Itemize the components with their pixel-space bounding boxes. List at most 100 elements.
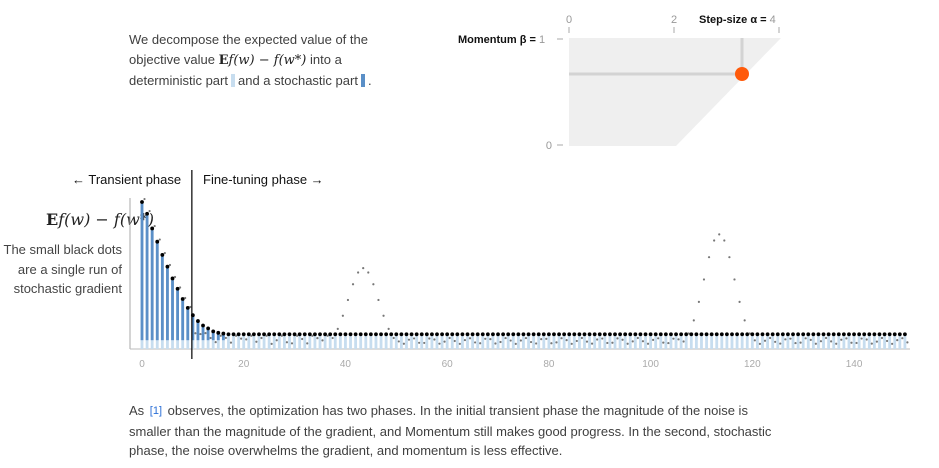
single-run-dot [280,334,283,337]
stochastic-bar [705,334,708,349]
intro-paragraph: We decompose the expected value of the o… [129,32,372,88]
single-run-dot [697,300,700,303]
expected-value-dot [231,332,236,337]
stochastic-bar [491,334,495,349]
deterministic-part-label: deterministic part [129,73,228,88]
deterministic-bar [181,299,185,341]
single-run-dot [458,342,461,345]
expected-value-dot [175,286,180,291]
expected-value-dot [699,332,704,337]
single-run-dot [550,342,553,345]
expected-value-dot [653,332,658,337]
single-run-dot [326,334,329,337]
stochastic-bar [684,334,688,349]
stochastic-bar [903,334,907,349]
stochastic-bar [654,334,658,349]
expected-value-dot [196,319,200,323]
citation-link[interactable]: [1] [149,405,163,417]
expected-value-dot [836,332,841,337]
expected-value-dot [257,332,261,337]
single-run-dot [529,340,533,344]
expected-value-dot [811,332,816,337]
stochastic-bar [481,334,485,349]
single-run-dot [570,342,573,345]
stochastic-bar [842,334,846,349]
expected-value-dot [506,332,511,337]
expected-value-dot [440,332,444,337]
expected-value-dot [877,332,882,337]
single-run-dot [519,339,522,342]
stochastic-bar [313,334,317,349]
expected-value-dot [709,332,714,337]
stochastic-bar [567,334,571,349]
single-run-dot [596,338,599,341]
stochastic-bar [710,334,714,349]
single-run-dot [463,338,467,342]
expected-value-dot [816,332,821,337]
stochastic-bar [628,334,632,349]
single-run-dot [468,337,472,340]
y-tick-0: 0 [546,140,552,152]
single-run-dot [865,338,868,341]
expected-value-dot [582,332,587,337]
single-run-dot [504,336,507,340]
single-run-dot [728,256,731,259]
stochastic-bar [496,334,500,349]
single-run-dot [453,339,456,343]
single-run-dot [199,332,202,336]
stochastic-bar [455,334,459,349]
single-run-dot [179,286,182,289]
stochastic-bar [613,334,617,349]
stochastic-bar [216,332,220,349]
expected-value-dot [882,332,887,337]
expected-value-dot [557,332,561,337]
intro-objective-text: objective value [129,52,215,67]
x-tick-label: 20 [238,359,250,370]
stochastic-bar [445,334,449,349]
expected-value-dot [608,332,612,337]
stochastic-bar [466,334,469,349]
stochastic-bar [781,334,785,349]
stochastic-bar [242,334,246,349]
stochastic-bar [750,334,754,349]
x-tick-label: 40 [340,359,352,370]
single-run-dot [850,341,853,344]
single-run-dot [875,340,878,343]
single-run-dot [657,337,660,340]
expected-value-dot [455,332,460,337]
single-run-dot [580,336,584,340]
stochastic-bar [283,334,286,349]
single-run-dot [173,275,177,279]
single-run-dot [433,338,436,341]
stochastic-bar [872,334,876,349]
stochastic-bar [694,334,698,349]
parameter-handle[interactable] [735,67,749,81]
single-run-dot [219,334,222,337]
expected-value-dot [379,332,383,337]
stochastic-bar [883,334,886,349]
expected-value-dot [801,332,806,337]
expected-value-dot [872,332,877,337]
deterministic-bar [206,328,210,341]
single-run-dot [351,283,355,286]
single-run-dot [184,296,187,300]
single-run-dot [423,341,426,345]
single-run-dot [840,338,843,341]
expected-value-dot [297,332,302,337]
single-run-dot [438,342,441,345]
convergence-region[interactable] [569,38,781,146]
expected-value-dot [216,330,221,335]
expected-value-dot [460,332,465,337]
stochastic-bar [476,334,480,349]
x-tick-label: 80 [543,359,555,370]
expected-value-dot [465,332,470,337]
stochastic-bar [328,334,332,349]
expected-value-dot [536,332,541,337]
single-run-dot [814,342,817,345]
single-run-dot [189,305,192,309]
single-run-dot [601,337,604,340]
single-run-dot [733,278,736,281]
single-run-dot [824,336,828,340]
parameter-control[interactable]: 0 2 Step-size α = 4 Momentum β = 1 0 [440,5,790,155]
stochastic-bar [349,334,352,349]
